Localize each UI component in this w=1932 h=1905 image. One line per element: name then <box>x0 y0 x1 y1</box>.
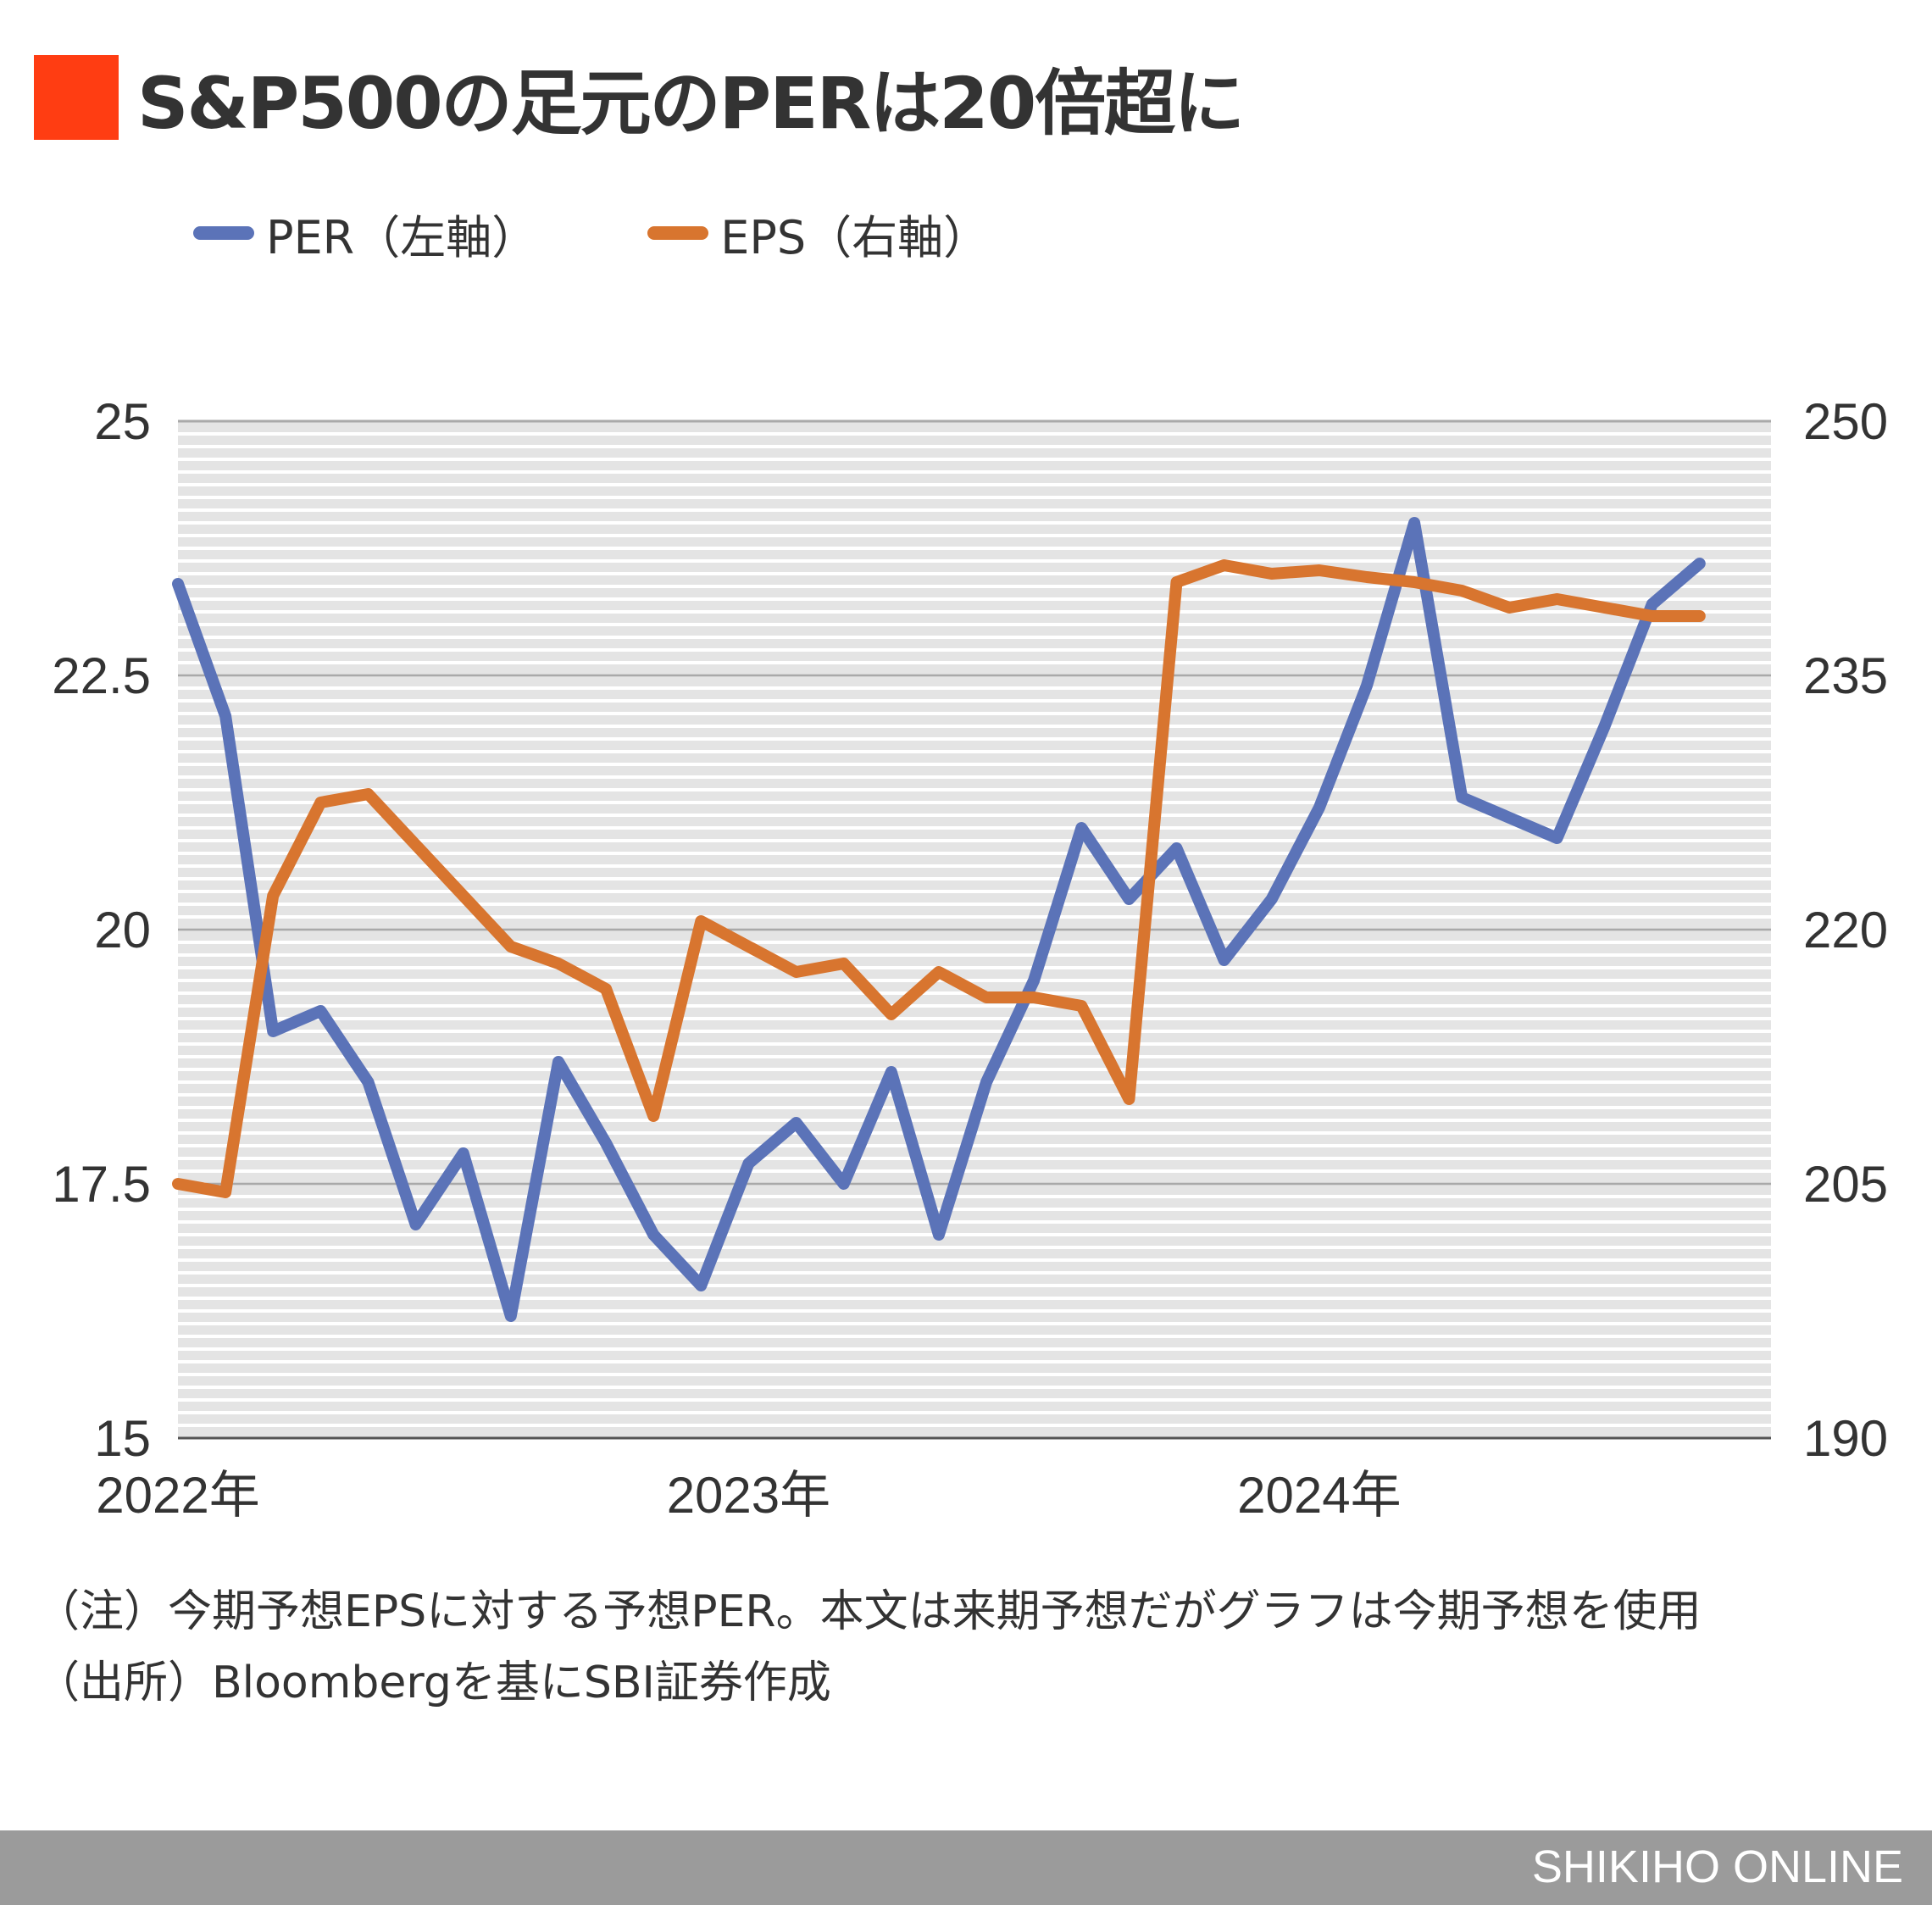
right-tick-label: 190 <box>1803 1410 1888 1467</box>
title-row: S&P500の足元のPERは20倍超に <box>34 51 1245 145</box>
footer-brand: SHIKIHO ONLINE <box>1531 1841 1903 1892</box>
left-tick-label: 25 <box>94 393 151 450</box>
legend-item-eps: EPS（右軸） <box>647 200 989 267</box>
eps-line <box>172 559 1706 1198</box>
left-axis-ticks: 15 17.5 20 22.5 25 <box>52 393 151 1467</box>
right-tick-label: 220 <box>1803 902 1888 958</box>
footer-bar: SHIKIHO ONLINE <box>0 1830 1932 1905</box>
note-1: （注）今期予想EPSに対する予想PER。本文は来期予想だがグラフは今期予想を使用 <box>36 1586 1702 1637</box>
x-tick-label: 2023年 <box>667 1467 830 1524</box>
legend-label-per: PER（左軸） <box>266 210 538 264</box>
legend-label-eps: EPS（右軸） <box>720 210 990 264</box>
left-tick-label: 17.5 <box>52 1156 151 1213</box>
x-tick-label: 2022年 <box>96 1467 259 1524</box>
legend: PER（左軸） EPS（右軸） <box>193 208 1099 264</box>
chart-title: S&P500の足元のPERは20倍超に <box>137 61 1245 145</box>
legend-swatch-per <box>193 226 254 240</box>
left-tick-label: 15 <box>94 1410 151 1467</box>
chart-area: 15 17.5 20 22.5 25 190 205 220 235 250 2022年 2023… <box>52 393 1888 1524</box>
right-tick-label: 235 <box>1803 647 1888 704</box>
right-tick-label: 250 <box>1803 393 1888 450</box>
right-axis-ticks: 190 205 220 235 250 <box>1803 393 1888 1467</box>
title-square-icon <box>34 55 119 140</box>
x-axis-ticks: 2022年 2023年 2024年 <box>96 1467 1401 1524</box>
per-line <box>172 517 1706 1322</box>
right-tick-label: 205 <box>1803 1156 1888 1213</box>
series-lines <box>172 517 1706 1322</box>
left-tick-label: 20 <box>94 902 151 958</box>
legend-item-per: PER（左軸） <box>193 200 537 267</box>
legend-swatch-eps <box>647 226 709 240</box>
note-2: （出所）Bloombergを基にSBI証券作成 <box>36 1658 831 1708</box>
footnotes: （注）今期予想EPSに対する予想PER。本文は来期予想だがグラフは今期予想を使用… <box>36 1576 1900 1719</box>
left-tick-label: 22.5 <box>52 647 151 704</box>
x-tick-label: 2024年 <box>1237 1467 1401 1524</box>
gridlines <box>178 419 1771 1440</box>
